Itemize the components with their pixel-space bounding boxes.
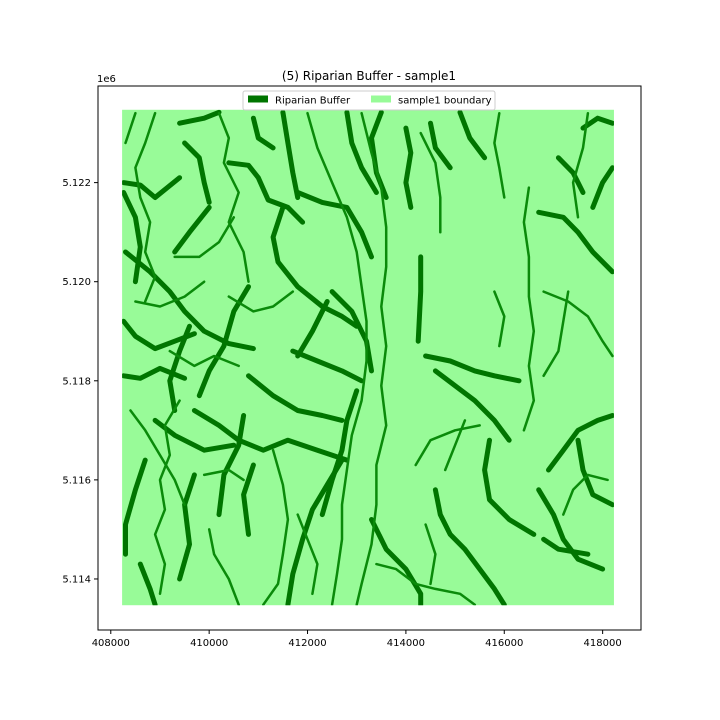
riparian-buffer-stream-14	[344, 109, 379, 195]
riparian-buffer-stream-74	[493, 290, 506, 348]
riparian-buffer-stream-40	[575, 437, 614, 508]
y-axis-offset-label: 1e6	[97, 74, 116, 85]
legend-swatch-sample1-boundary	[371, 95, 391, 103]
riparian-buffer-stream-36	[432, 368, 512, 443]
x-tick-label: 412000	[288, 638, 326, 649]
y-tick-label: 5.114	[62, 574, 91, 585]
riparian-buffer-stream-18	[415, 254, 424, 344]
x-tick-label: 410000	[190, 638, 228, 649]
riparian-buffer-stream-48	[134, 111, 157, 303]
x-tick-label: 414000	[387, 638, 425, 649]
riparian-buffer-stream-30	[123, 457, 148, 557]
riparian-buffer-stream-73	[562, 473, 609, 516]
riparian-buffer-stream-60	[375, 562, 477, 606]
riparian-buffer-stream-42	[580, 115, 614, 131]
riparian-buffer-stream-70	[227, 290, 295, 313]
riparian-buffer-stream-10	[250, 115, 276, 151]
riparian-buffer-stream-31	[137, 561, 158, 606]
legend-label-riparian-buffer: Riparian Buffer	[275, 96, 351, 107]
riparian-buffer-stream-50	[306, 111, 368, 606]
x-axis: 408000 410000 412000 414000 416000 418000	[92, 630, 622, 649]
riparian-buffer-stream-59	[414, 424, 481, 467]
riparian-buffer-stream-22	[191, 408, 350, 463]
riparian-buffer-stream-34	[369, 517, 424, 606]
legend: Riparian Buffer sample1 boundary	[242, 90, 496, 111]
riparian-buffer-stream-52	[419, 131, 442, 234]
x-tick-label: 418000	[584, 638, 622, 649]
y-tick-label: 5.118	[62, 376, 91, 387]
chart-title: (5) Riparian Buffer - sample1	[282, 69, 456, 83]
riparian-buffer-stream-41	[590, 165, 614, 210]
riparian-buffer-stream-38	[482, 437, 537, 537]
riparian-buffer-stream-57	[542, 290, 570, 378]
y-tick-label: 5.116	[62, 475, 91, 486]
riparian-buffer-stream-28	[241, 462, 256, 537]
riparian-buffer-stream-64	[153, 399, 181, 596]
riparian-buffer-stream-61	[424, 523, 437, 586]
riparian-buffer-stream-62	[262, 448, 290, 606]
riparian-buffer-stream-20	[167, 323, 192, 413]
riparian-buffer-stream-46	[546, 413, 614, 473]
riparian-buffer-stream-27	[216, 413, 247, 518]
riparian-buffer-stream-25	[329, 289, 374, 374]
riparian-buffer-stream-6	[177, 109, 222, 126]
riparian-buffer-stream-7	[182, 140, 212, 205]
riparian-buffer-stream-17	[428, 120, 453, 171]
axes-frame	[97, 85, 642, 631]
y-tick-label: 5.120	[62, 277, 91, 288]
riparian-buffer-stream-47	[541, 536, 591, 557]
riparian-buffer-stream-1	[122, 175, 183, 200]
riparian-buffer-stream-37	[423, 353, 522, 384]
y-tick-label: 5.122	[62, 178, 91, 189]
riparian-buffer-stream-39	[536, 487, 606, 572]
riparian-buffer-stream-68	[134, 280, 206, 308]
riparian-buffer-stream-51	[355, 111, 388, 606]
riparian-buffer-stream-9	[226, 160, 306, 225]
riparian-buffer-stream-16	[403, 125, 414, 210]
legend-frame	[242, 90, 496, 111]
riparian-buffer-stream-66	[207, 528, 240, 606]
riparian-buffer-stream-49	[217, 111, 250, 283]
riparian-buffer-stream-43	[457, 109, 488, 161]
riparian-buffer-stream-55	[571, 111, 590, 219]
riparian-buffer-stream-33	[319, 388, 360, 518]
riparian-buffer-stream-12	[270, 204, 360, 329]
riparian-buffer-stream-65	[129, 409, 186, 506]
riparian-buffer-stream-24	[290, 348, 365, 384]
y-axis: 5.114 5.116 5.118 5.120 5.122	[62, 178, 98, 585]
riparian-buffer-stream-72	[168, 349, 240, 368]
riparian-buffer-stream-54	[522, 186, 536, 432]
riparian-buffer-stream-45	[536, 209, 614, 275]
riparian-buffer-stream-23	[246, 373, 345, 423]
legend-label-sample1-boundary: sample1 boundary	[398, 96, 492, 107]
riparian-buffer-stream-67	[296, 513, 319, 596]
riparian-buffer-stream-11	[280, 109, 301, 200]
riparian-buffer-stream-26	[295, 299, 330, 359]
riparian-buffer-stream-63	[202, 468, 245, 482]
riparian-buffer-stream-8	[172, 204, 212, 255]
riparian-buffer-stream-56	[542, 290, 614, 358]
riparian-buffer-stream-13	[295, 190, 374, 260]
riparian-buffer-stream-29	[177, 472, 197, 582]
riparian-buffer-stream-53	[493, 111, 506, 199]
riparian-buffer-stream-3	[123, 249, 256, 352]
riparian-buffer-stream-44	[555, 155, 586, 195]
riparian-buffer-stream-4	[122, 318, 197, 352]
riparian-buffer-layer	[122, 109, 614, 606]
x-tick-label: 408000	[92, 638, 130, 649]
riparian-buffer-stream-35	[432, 487, 507, 606]
riparian-buffer-stream-69	[173, 216, 236, 259]
x-tick-label: 416000	[485, 638, 523, 649]
riparian-buffer-stream-71	[124, 111, 137, 145]
legend-swatch-riparian-buffer	[248, 95, 268, 103]
